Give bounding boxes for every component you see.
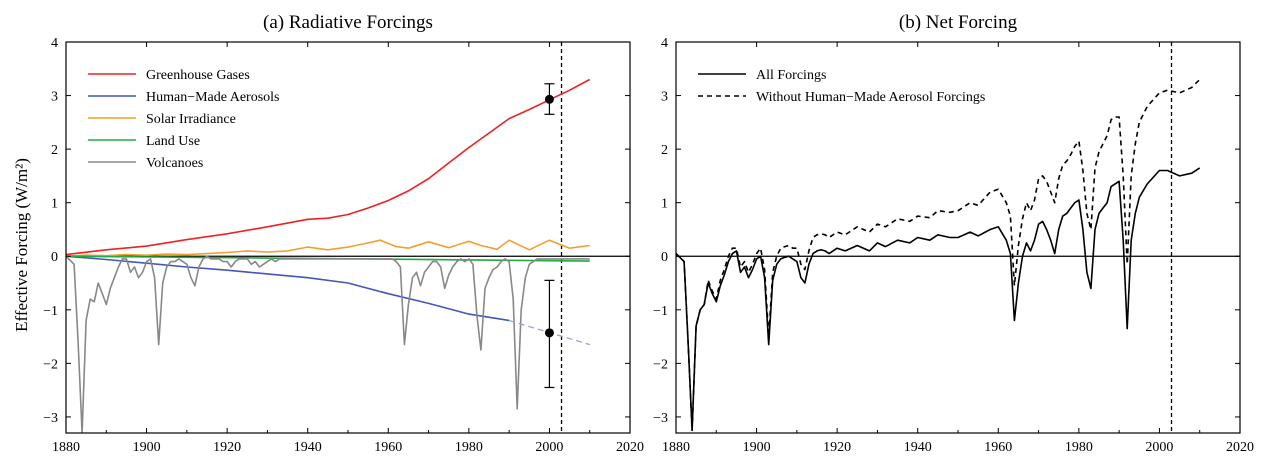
y-tick-label: 2 — [661, 143, 668, 158]
series-line-1 — [676, 78, 1201, 432]
y-tick-label: 1 — [51, 197, 58, 212]
series-line-1 — [66, 255, 510, 322]
x-tick-label: 1940 — [904, 440, 932, 455]
x-tick-label: 1960 — [984, 440, 1012, 455]
x-tick-label: 1900 — [133, 440, 161, 455]
y-tick-label: −3 — [653, 411, 668, 426]
x-tick-label: 2020 — [1226, 440, 1254, 455]
legend-label-1: Without Human−Made Aerosol Forcings — [756, 90, 985, 105]
y-tick-label: 2 — [51, 143, 58, 158]
chart-title: (a) Radiative Forcings — [263, 12, 433, 33]
legend-label-0: All Forcings — [756, 68, 826, 83]
legend-label-3: Land Use — [146, 134, 200, 149]
x-tick-label: 1880 — [662, 440, 690, 455]
series-line-2 — [66, 239, 590, 257]
chart-title: (b) Net Forcing — [899, 12, 1018, 33]
y-tick-label: −3 — [43, 411, 58, 426]
legend-label-1: Human−Made Aerosols — [146, 90, 280, 105]
y-tick-label: 4 — [661, 36, 668, 51]
plot-area — [676, 78, 1201, 432]
y-tick-label: −2 — [43, 357, 58, 372]
legend-label-2: Solar Irradiance — [146, 112, 236, 127]
error-bar-0 — [544, 83, 555, 115]
chart-panel-a: (a) Radiative Forcings 1880 1900 1920 1940 19… — [43, 12, 644, 455]
series-line-0 — [66, 78, 591, 256]
chart-panel-b: (b) Net Forcing 1880 1900 1920 1940 1960 1980 2… — [653, 12, 1254, 455]
x-tick-label: 1900 — [743, 440, 771, 455]
x-tick-label: 1880 — [52, 440, 80, 455]
series-line-0 — [676, 167, 1201, 432]
x-tick-label: 1980 — [1065, 440, 1093, 455]
x-tick-label: 1980 — [455, 440, 483, 455]
y-tick-label: 1 — [661, 197, 668, 212]
y-axis-label: Effective Forcing (W/m²) — [12, 158, 31, 332]
legend-label-4: Volcanoes — [146, 156, 203, 171]
error-bar-1 — [544, 279, 555, 389]
y-tick-label: −1 — [653, 304, 668, 319]
x-tick-label: 2000 — [535, 440, 563, 455]
y-tick-label: −1 — [43, 304, 58, 319]
x-tick-label: 1920 — [823, 440, 851, 455]
series-line-4 — [66, 255, 590, 433]
legend-label-0: Greenhouse Gases — [146, 68, 250, 83]
x-tick-label: 1960 — [374, 440, 402, 455]
error-bar-point — [544, 328, 554, 338]
y-tick-label: 3 — [661, 90, 668, 105]
y-tick-label: 0 — [661, 250, 668, 265]
x-tick-label: 1920 — [213, 440, 241, 455]
y-tick-label: 0 — [51, 250, 58, 265]
x-tick-label: 2000 — [1145, 440, 1173, 455]
y-tick-label: 3 — [51, 90, 58, 105]
y-tick-label: −2 — [653, 357, 668, 372]
error-bar-point — [544, 94, 554, 104]
plot-area — [66, 78, 591, 433]
x-tick-label: 2020 — [616, 440, 644, 455]
x-tick-label: 1940 — [294, 440, 322, 455]
y-tick-label: 4 — [51, 36, 58, 51]
